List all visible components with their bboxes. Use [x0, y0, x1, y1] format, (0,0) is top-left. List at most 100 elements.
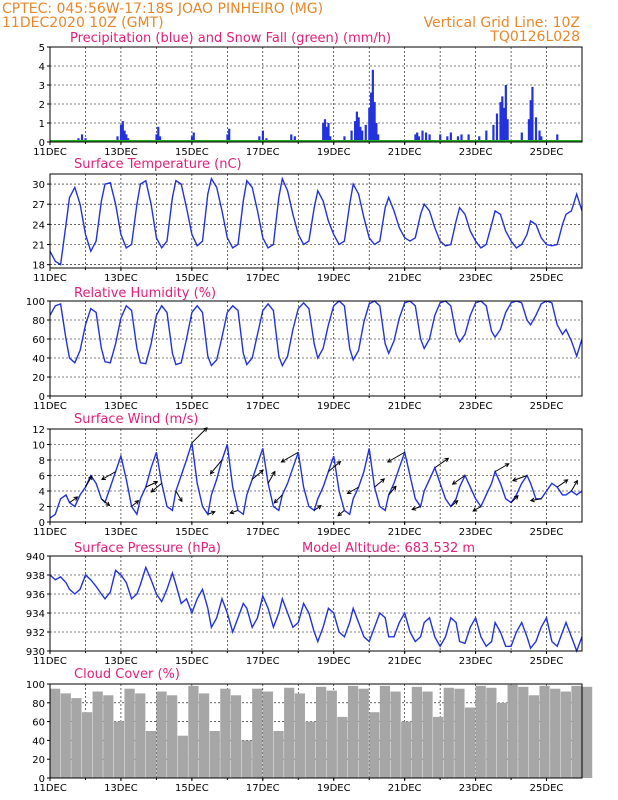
wind-ytick-label: 10	[32, 441, 45, 452]
precipitation-ytick-label: 3	[39, 81, 45, 92]
precip-bar	[368, 107, 371, 142]
humidity-xtick-label: 23DEC	[459, 401, 493, 412]
humidity-xtick-label: 19DEC	[317, 401, 351, 412]
wind-arrow-head	[451, 480, 457, 485]
precip-bar	[192, 132, 195, 142]
temperature-ytick-label: 27	[32, 200, 45, 211]
title-humidity: Relative Humidity (%)	[74, 286, 216, 301]
pressure-panel: 930 932 934 936 938 940 11DEC 13DEC 15DEC 17DEC 19…	[26, 552, 583, 667]
precip-bar	[322, 123, 325, 142]
precip-bar	[424, 132, 428, 142]
wind-arrow	[388, 485, 397, 496]
wind-arrow	[510, 495, 519, 503]
cloud-xtick-label: 17DEC	[246, 783, 280, 794]
wind-arrow	[411, 506, 421, 511]
precip-bar	[506, 119, 509, 142]
precip-bar	[478, 136, 481, 142]
wind-arrow-head	[273, 498, 279, 504]
temperature-ytick-label: 24	[32, 220, 45, 231]
title-cloud-cover: Cloud Cover (%)	[74, 667, 180, 682]
wind-arrow-head	[153, 480, 159, 486]
cloud-cover-bar	[209, 731, 220, 778]
precip-bar	[290, 134, 293, 142]
cloud-cover-bar	[464, 707, 476, 778]
cloud-cover-bar	[50, 688, 61, 778]
cloud-cover-bar	[475, 685, 486, 778]
cloud-cover-bar	[422, 691, 433, 778]
precip-bar	[354, 121, 357, 142]
cloud-xtick-label: 25DEC	[530, 783, 564, 794]
humidity-ytick-label: 80	[32, 316, 45, 327]
header-vgrid-note: Vertical Grid Line: 10Z	[424, 15, 580, 31]
humidity-panel: 0 20 40 60 80 100 11DEC 13DEC 15DEC 17DEC 19DEC 21D…	[26, 297, 583, 412]
precip-bar	[293, 136, 296, 142]
cloud-cover-bar	[528, 695, 540, 778]
cloud-xtick-label: 11DEC	[33, 783, 67, 794]
cloud-cover-bar	[92, 691, 103, 778]
precip-bar	[375, 123, 378, 142]
precip-bar	[329, 136, 332, 142]
wind-arrow-head	[210, 510, 216, 516]
precip-bar	[373, 102, 376, 142]
wind-arrow-head	[346, 489, 352, 495]
wind-arrow	[191, 427, 208, 444]
wind-arrow	[210, 459, 223, 475]
wind-arrow	[151, 482, 163, 493]
wind-arrow-head	[337, 511, 343, 517]
wind-arrow-head	[101, 475, 106, 481]
precip-bar	[414, 134, 417, 142]
precip-bar	[416, 132, 419, 142]
wind-arrow-head	[504, 463, 510, 468]
precipitation-ytick-label: 0	[39, 138, 45, 149]
cloud-cover-bar	[379, 685, 391, 778]
wind-arrow-head	[134, 500, 140, 505]
wind-arrow-head	[511, 477, 517, 482]
wind-arrow-head	[178, 497, 183, 503]
precip-bar	[439, 134, 442, 142]
cloud-cover-bar	[550, 688, 561, 778]
precip-bar	[556, 134, 559, 142]
precip-bar	[343, 136, 346, 142]
cloud-cover-bar	[316, 686, 327, 778]
precip-bar	[325, 126, 328, 142]
precip-bar	[350, 130, 353, 142]
title-precipitation: Precipitation (blue) and Snow Fall (gree…	[70, 31, 391, 46]
precip-bar	[80, 134, 84, 142]
humidity-ytick-label: 0	[39, 392, 45, 403]
wind-arrow-head	[209, 469, 215, 475]
pressure-ytick-label: 936	[26, 590, 45, 601]
cloud-cover-bar	[71, 698, 82, 778]
wind-arrow-head	[386, 458, 392, 463]
wind-xtick-label: 19DEC	[317, 527, 351, 538]
wind-ytick-label: 4	[39, 487, 45, 498]
pressure-xtick-label: 17DEC	[246, 656, 280, 667]
precip-bar	[460, 134, 463, 142]
cloud-cover-bar	[518, 686, 529, 778]
precip-bar	[125, 134, 128, 142]
wind-arrow-head	[88, 475, 93, 481]
precip-bar	[527, 119, 530, 142]
humidity-xtick-label: 11DEC	[33, 401, 67, 412]
wind-arrow-head	[229, 509, 235, 515]
cloud-cover-bar	[294, 693, 305, 778]
cloud-cover-bar	[145, 731, 156, 778]
wind-arrow	[251, 469, 264, 480]
wind-ytick-label: 2	[39, 503, 45, 514]
precip-bar	[456, 136, 460, 142]
precip-bar	[540, 136, 543, 142]
precip-bar	[485, 130, 488, 142]
cloud-cover-bar	[571, 685, 582, 778]
cloud-cover-bar	[369, 712, 380, 778]
wind-arrow	[101, 471, 116, 480]
precipitation-xtick-label: 15DEC	[175, 147, 209, 158]
cloud-cover-bar	[326, 690, 337, 778]
precip-bar	[364, 124, 367, 142]
precip-bar	[327, 123, 330, 142]
cloud-ytick-label: 0	[39, 774, 45, 785]
precip-bar	[428, 134, 431, 142]
precip-bar	[123, 130, 126, 142]
cloud-cover-bar	[81, 712, 93, 778]
wind-arrow-head	[105, 501, 111, 507]
wind-arrow	[175, 490, 183, 502]
cloud-ytick-label: 80	[32, 699, 45, 710]
